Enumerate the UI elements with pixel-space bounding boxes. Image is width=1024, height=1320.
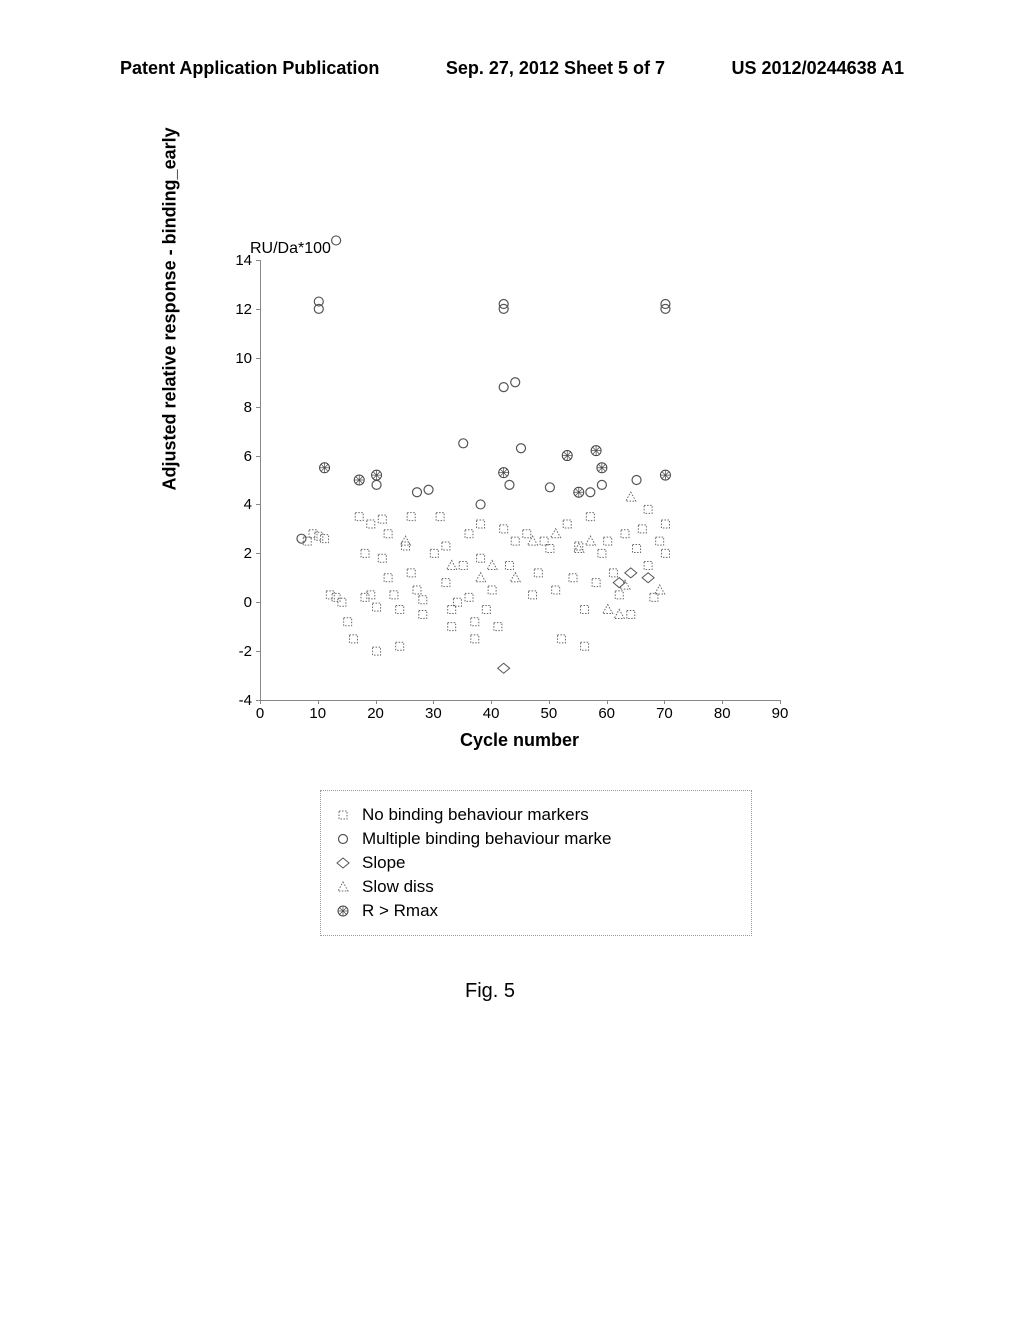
legend-item: No binding behaviour markers <box>336 805 736 825</box>
header-left: Patent Application Publication <box>120 58 379 79</box>
y-unit-label: RU/Da*100 <box>250 240 331 258</box>
legend: No binding behaviour markers Multiple bin… <box>320 790 752 936</box>
legend-item: Slope <box>336 853 736 873</box>
scatter-chart: RU/Da*100 Adjusted relative response - b… <box>180 260 820 740</box>
y-axis-label: Adjusted relative response - binding_ear… <box>160 127 181 490</box>
header-center: Sep. 27, 2012 Sheet 5 of 7 <box>446 58 665 79</box>
figure-caption: Fig. 5 <box>465 980 515 1003</box>
legend-item: Multiple binding behaviour marke <box>336 829 736 849</box>
x-axis-label: Cycle number <box>460 730 579 751</box>
legend-item: Slow diss <box>336 877 736 897</box>
legend-item: R > Rmax <box>336 901 736 921</box>
plot-area <box>260 260 781 701</box>
header-right: US 2012/0244638 A1 <box>732 58 904 79</box>
